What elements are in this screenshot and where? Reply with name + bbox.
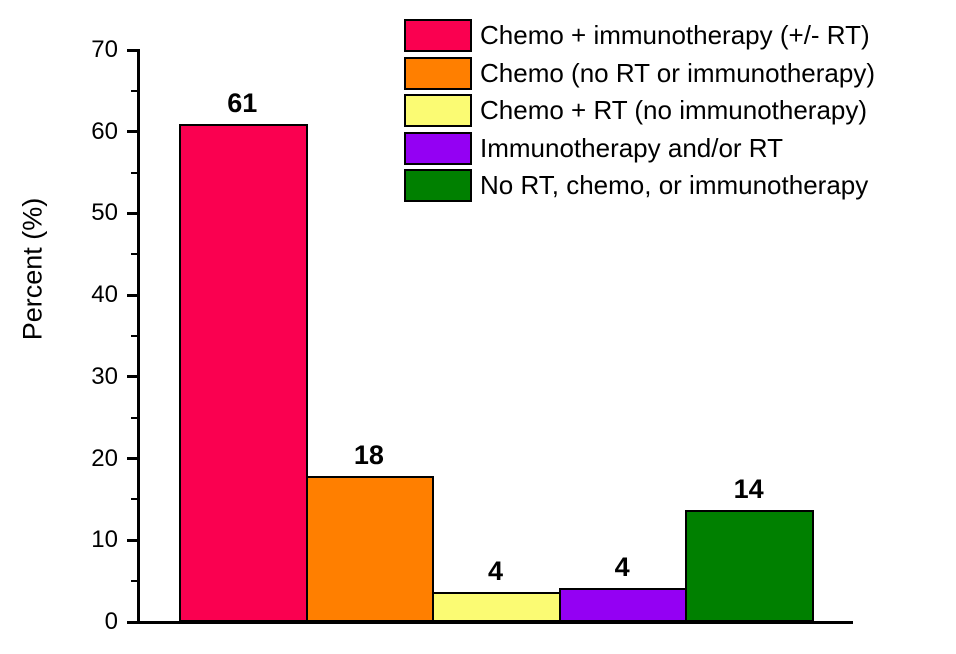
y-minor-tick-35 bbox=[131, 335, 137, 337]
bar-value-label-4: 4 bbox=[614, 551, 630, 582]
y-tick-label-20: 20 bbox=[91, 444, 118, 472]
x-axis-line bbox=[137, 620, 853, 624]
y-axis-line bbox=[137, 48, 140, 624]
bar-value-label-1: 61 bbox=[227, 87, 258, 118]
y-major-tick-20 bbox=[127, 457, 137, 461]
y-tick-label-30: 30 bbox=[91, 362, 118, 390]
bar-4-violet-purple bbox=[558, 587, 688, 622]
y-tick-label-10: 10 bbox=[91, 526, 118, 554]
legend-swatch-crimson-red bbox=[404, 19, 472, 52]
y-major-tick-70 bbox=[127, 48, 137, 52]
legend-label-2: Chemo (no RT or immunotherapy) bbox=[480, 57, 875, 88]
bar-2-orange bbox=[305, 475, 435, 622]
bar-3-pale-yellow bbox=[432, 591, 561, 622]
y-major-tick-30 bbox=[127, 375, 137, 379]
y-tick-label-70: 70 bbox=[91, 36, 118, 63]
y-minor-tick-45 bbox=[131, 253, 137, 256]
legend-swatch-violet-purple bbox=[404, 131, 472, 165]
y-tick-label-50: 50 bbox=[91, 199, 118, 227]
y-minor-tick-65 bbox=[131, 89, 137, 92]
y-minor-tick-5 bbox=[131, 580, 137, 583]
y-major-tick-40 bbox=[127, 293, 137, 297]
y-tick-label-0: 0 bbox=[104, 608, 118, 635]
y-major-tick-0 bbox=[127, 620, 137, 624]
legend-swatch-pale-yellow bbox=[404, 94, 472, 128]
y-tick-label-60: 60 bbox=[91, 117, 118, 145]
y-minor-tick-55 bbox=[131, 171, 137, 174]
legend-swatch-orange bbox=[404, 56, 472, 90]
y-minor-tick-25 bbox=[131, 416, 137, 419]
bar-value-label-2: 18 bbox=[353, 439, 384, 470]
legend-label-1: Chemo + immunotherapy (+/- RT) bbox=[480, 20, 870, 50]
legend-label-4: Immunotherapy and/or RT bbox=[480, 132, 783, 163]
bar-1-crimson-red bbox=[179, 123, 308, 622]
y-major-tick-50 bbox=[127, 211, 137, 215]
legend-swatch-green bbox=[404, 169, 472, 203]
y-minor-tick-15 bbox=[131, 498, 137, 501]
bar-value-label-5: 14 bbox=[733, 474, 764, 505]
bar-value-label-3: 4 bbox=[487, 555, 503, 586]
bar-5-green bbox=[685, 510, 814, 622]
legend-label-3: Chemo + RT (no immunotherapy) bbox=[480, 95, 868, 126]
y-tick-label-40: 40 bbox=[91, 281, 118, 309]
y-major-tick-10 bbox=[127, 538, 137, 542]
y-major-tick-60 bbox=[127, 130, 137, 134]
legend-label-5: No RT, chemo, or immunotherapy bbox=[480, 170, 869, 201]
